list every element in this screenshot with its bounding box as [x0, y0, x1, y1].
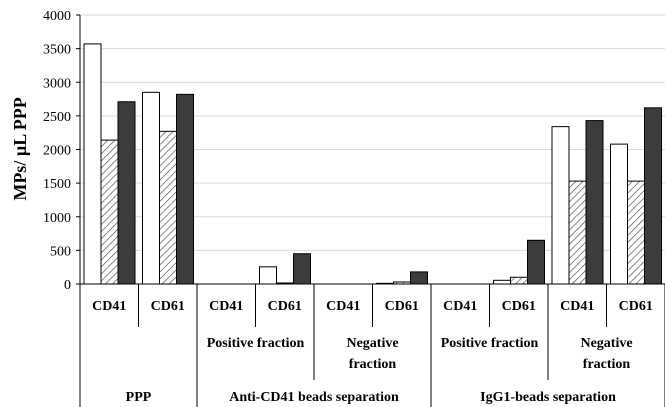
x-category-label: CD41 — [209, 299, 243, 314]
bar — [83, 43, 102, 285]
x-category-label: CD41 — [92, 299, 126, 314]
y-tick-label: 2500 — [43, 110, 71, 125]
x-category-label: CD41 — [560, 299, 594, 314]
bar — [527, 239, 545, 285]
bar — [117, 101, 136, 285]
x-subgroup-label: Positive fraction — [207, 336, 305, 351]
bar — [393, 281, 411, 285]
y-tick-label: 1000 — [43, 211, 71, 226]
x-subgroup-label: fraction — [349, 357, 397, 372]
bar — [159, 130, 177, 285]
x-subgroup-label: Negative — [580, 336, 632, 351]
x-category-label: CD61 — [268, 299, 302, 314]
bar — [551, 126, 570, 285]
bar — [276, 282, 294, 285]
x-group-label: PPP — [126, 390, 152, 405]
y-tick-label: 2000 — [43, 144, 71, 159]
x-category-label: CD61 — [151, 299, 185, 314]
x-category-label: CD41 — [326, 299, 360, 314]
bar — [627, 180, 645, 285]
x-category-label: CD61 — [502, 299, 536, 314]
bar — [510, 276, 528, 285]
bar — [585, 120, 604, 285]
bar — [568, 180, 587, 285]
bar — [142, 91, 160, 285]
axes — [76, 14, 665, 407]
y-tick-label: 3000 — [43, 76, 71, 91]
y-axis-title: MPs/ µL PPP — [10, 97, 30, 200]
bars — [83, 43, 662, 285]
bar — [259, 266, 277, 285]
bar — [610, 143, 628, 285]
y-tick-label: 500 — [50, 244, 71, 259]
y-tick-label: 0 — [64, 278, 71, 293]
bar — [293, 253, 311, 285]
bar — [176, 93, 194, 285]
x-subgroup-label: Negative — [346, 336, 398, 351]
x-category-label: CD61 — [385, 299, 419, 314]
x-group-label: IgG1-beads separation — [480, 390, 616, 405]
labels: 0 500 1000 1500 2000 2500 3000 3500 4000 CD41 CD61… — [43, 9, 653, 405]
y-tick-label: 1500 — [43, 177, 71, 192]
bar — [410, 271, 428, 285]
y-tick-label: 4000 — [43, 9, 71, 24]
bar — [493, 279, 511, 285]
x-subgroup-label: fraction — [583, 357, 631, 372]
x-group-label: Anti-CD41 beads separation — [229, 390, 399, 405]
x-subgroup-label: Positive fraction — [441, 336, 539, 351]
bar — [100, 139, 119, 285]
x-category-label: CD61 — [619, 299, 653, 314]
x-category-label: CD41 — [443, 299, 477, 314]
bar — [376, 282, 394, 285]
y-tick-label: 3500 — [43, 43, 71, 58]
bar — [644, 107, 662, 285]
